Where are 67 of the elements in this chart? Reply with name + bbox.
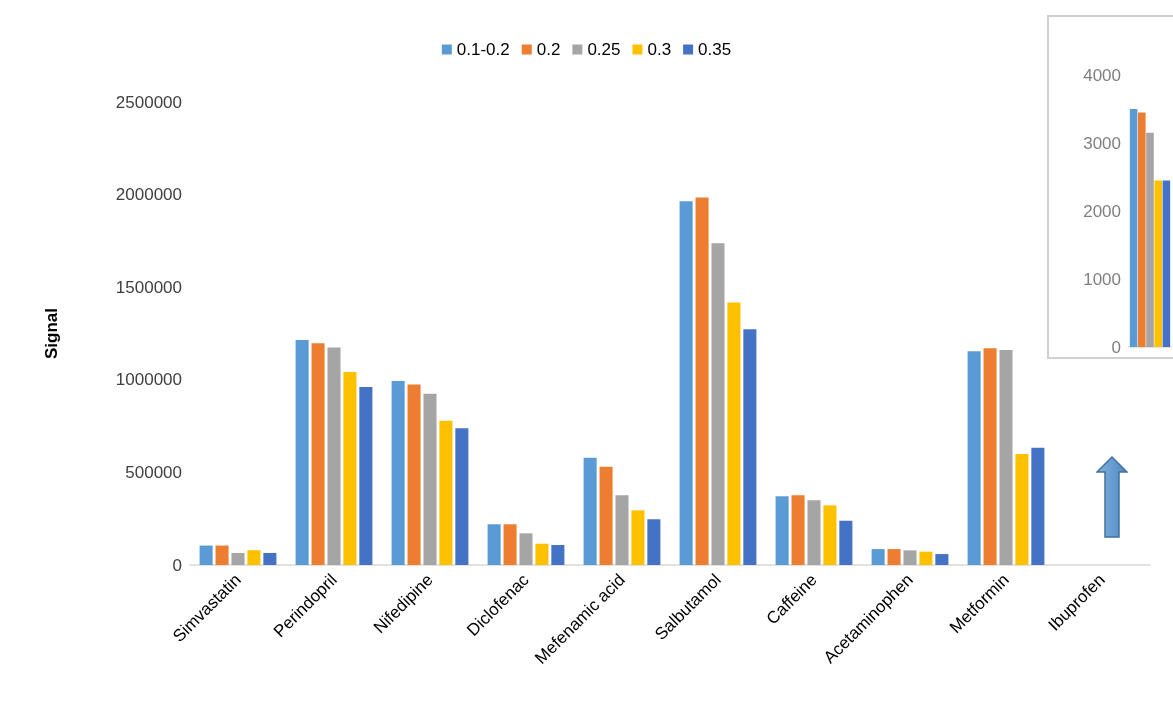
y-tick-label: 1000000 — [115, 370, 182, 390]
bar — [391, 381, 405, 565]
bar — [631, 510, 645, 565]
bar — [487, 524, 501, 565]
y-tick-label: 500000 — [125, 462, 182, 482]
bar — [807, 500, 821, 565]
y-tick-label: 0 — [1111, 337, 1121, 357]
bar — [1162, 180, 1171, 347]
bar — [1138, 112, 1146, 347]
y-tick-label: 4000 — [1083, 65, 1121, 85]
bar — [983, 348, 997, 565]
bar — [327, 347, 341, 565]
y-tick-label: 1000 — [1083, 269, 1121, 289]
bar — [439, 420, 453, 565]
legend-label: 0.35 — [698, 40, 732, 59]
bar — [711, 243, 725, 565]
bar — [1154, 180, 1162, 347]
legend-label: 0.3 — [647, 40, 672, 59]
bar — [231, 552, 245, 565]
bar — [967, 351, 981, 565]
bar — [999, 349, 1013, 565]
bar — [615, 495, 629, 565]
bar — [359, 387, 373, 565]
bar — [503, 524, 517, 565]
y-axis-title: Signal — [42, 307, 61, 360]
bar — [519, 533, 533, 565]
bar — [423, 393, 437, 565]
bar — [407, 384, 421, 565]
y-tick-label: 0 — [172, 555, 182, 575]
y-tick-label: 3000 — [1083, 133, 1121, 153]
bar — [791, 495, 805, 565]
bar — [919, 551, 933, 565]
bar — [551, 545, 565, 565]
bar — [871, 549, 885, 565]
bar — [695, 197, 709, 565]
legend-label: 0.2 — [536, 40, 561, 59]
bar — [647, 519, 661, 565]
bar — [1129, 109, 1138, 347]
y-tick-label: 1500000 — [115, 277, 182, 297]
bar — [599, 466, 613, 565]
bar — [727, 302, 741, 565]
bar — [935, 554, 949, 565]
y-tick-label: 2000 — [1083, 201, 1121, 221]
bar — [775, 496, 789, 565]
bar — [263, 552, 277, 565]
bar — [199, 545, 213, 565]
bar — [823, 505, 837, 565]
bar — [887, 549, 901, 565]
bar — [743, 329, 757, 565]
y-tick-label: 2500000 — [115, 92, 182, 112]
bar — [455, 428, 469, 565]
legend-label: 0.25 — [587, 40, 621, 59]
legend-label: 0.1-0.2 — [456, 40, 510, 59]
bar — [903, 550, 917, 565]
bar — [839, 520, 853, 565]
bar — [535, 543, 549, 565]
bar — [679, 201, 693, 565]
bar — [311, 343, 325, 565]
bar — [215, 545, 229, 565]
y-tick-label: 2000000 — [115, 185, 182, 205]
bar — [295, 339, 309, 565]
bar — [1031, 447, 1045, 565]
bar — [583, 457, 597, 565]
bar — [343, 372, 357, 565]
bar — [247, 550, 261, 565]
bar — [1015, 454, 1029, 565]
bar — [1146, 132, 1154, 347]
